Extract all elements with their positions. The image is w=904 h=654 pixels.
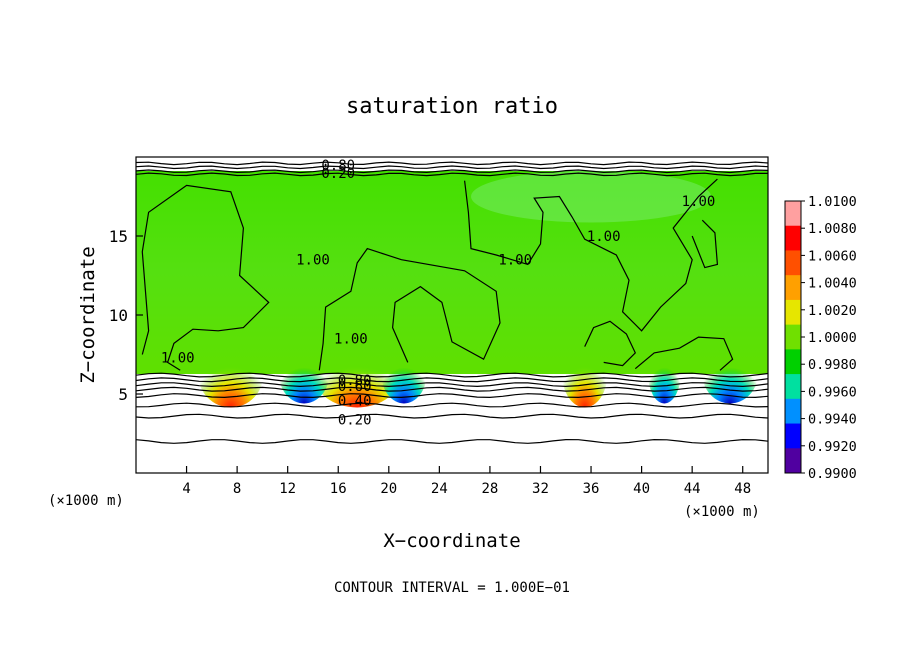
contour-label: 0.20 xyxy=(321,166,355,182)
colorbar-level-label: 1.0020 xyxy=(808,303,857,319)
colorbar-swatch xyxy=(785,275,801,301)
colorbar-level-label: 0.9960 xyxy=(808,384,857,400)
plot-area: 0.800.201.001.001.001.001.001.000.800.60… xyxy=(136,157,768,473)
colorbar-swatch xyxy=(785,374,801,400)
contour-line xyxy=(136,372,768,378)
contour-label: 1.00 xyxy=(334,332,368,348)
contour-label: 1.00 xyxy=(682,194,716,210)
colorbar-swatch xyxy=(785,423,801,449)
colorbar-level-label: 0.9920 xyxy=(808,439,857,455)
x-tick-label: 24 xyxy=(431,481,448,497)
contour-label: 1.00 xyxy=(296,253,330,269)
contour-line xyxy=(136,377,768,383)
low-ratio-region xyxy=(647,343,681,404)
x-tick-label: 8 xyxy=(233,481,241,497)
colorbar-level-label: 1.0000 xyxy=(808,330,857,346)
contour-label: 1.00 xyxy=(161,351,195,367)
x-tick-label: 4 xyxy=(182,481,190,497)
colorbar-swatch xyxy=(785,324,801,350)
contour-line xyxy=(136,165,768,170)
x-tick-label: 44 xyxy=(684,481,701,497)
low-ratio-region xyxy=(278,343,330,404)
x-tick-label: 20 xyxy=(380,481,397,497)
contour-line xyxy=(136,413,768,419)
x-tick-label: 28 xyxy=(481,481,498,497)
contour-label: 0.80 xyxy=(338,373,372,389)
chart-title: saturation ratio xyxy=(346,94,558,119)
x-axis-label: X−coordinate xyxy=(383,530,520,552)
x-tick-label: 40 xyxy=(633,481,650,497)
contour-line-1.00 xyxy=(584,320,637,367)
contour-line-1.00 xyxy=(634,336,734,371)
colorbar-swatch xyxy=(785,225,801,251)
colorbar-level-label: 1.0080 xyxy=(808,221,857,237)
x-unit-left: (×1000 m) xyxy=(48,493,124,509)
colorbar-level-label: 0.9940 xyxy=(808,412,857,428)
x-tick-label: 48 xyxy=(734,481,751,497)
low-ratio-region xyxy=(381,343,427,404)
y-tick-label: 5 xyxy=(118,385,128,404)
colorbar-level-label: 0.9980 xyxy=(808,357,857,373)
contour-line-1.00 xyxy=(464,178,718,332)
x-tick-label: 32 xyxy=(532,481,549,497)
colorbar-swatch xyxy=(785,349,801,375)
contour-label: 1.00 xyxy=(587,229,621,245)
y-axis-label: Z−coordinate xyxy=(77,246,99,383)
near-saturated-region xyxy=(471,170,712,223)
x-tick-label: 12 xyxy=(279,481,296,497)
contour-label: 0.60 xyxy=(338,379,372,395)
contour-line-1.00 xyxy=(141,184,270,371)
contour-line-1.00 xyxy=(318,247,501,371)
colorbar-swatch xyxy=(785,250,801,276)
y-tick-label: 10 xyxy=(109,306,128,325)
contour-line xyxy=(136,402,768,408)
contour-line xyxy=(136,172,768,177)
contour-line xyxy=(136,393,768,399)
colorbar-swatch xyxy=(785,299,801,326)
colorbar-swatch xyxy=(785,448,801,474)
contour-line xyxy=(136,161,768,166)
x-tick-label: 16 xyxy=(330,481,347,497)
colorbar-level-label: 0.9900 xyxy=(808,466,857,482)
contour-interval-note: CONTOUR INTERVAL = 1.000E−01 xyxy=(334,580,570,596)
colorbar-level-label: 1.0060 xyxy=(808,248,857,264)
x-unit-right: (×1000 m) xyxy=(684,504,760,520)
y-tick-label: 15 xyxy=(109,227,128,246)
colorbar-level-label: 1.0100 xyxy=(808,194,857,210)
contour-line xyxy=(136,382,768,388)
x-tick-label: 36 xyxy=(583,481,600,497)
contour-label: 1.00 xyxy=(498,253,532,269)
contour-label: 0.40 xyxy=(338,393,372,409)
contour-line xyxy=(136,386,768,392)
contour-line xyxy=(136,438,768,444)
colorbar: 1.0100 1.0080 1.0060 1.0040 1.0020 1.0000 0.99… xyxy=(784,194,857,482)
colorbar-level-label: 1.0040 xyxy=(808,276,857,292)
colorbar-swatch xyxy=(785,201,801,227)
colorbar-swatch xyxy=(785,398,801,425)
contour-label: 0.20 xyxy=(338,412,372,428)
contour-line-1.00 xyxy=(691,219,719,269)
contour-line xyxy=(136,169,768,174)
contour-label: 0.80 xyxy=(321,158,355,174)
